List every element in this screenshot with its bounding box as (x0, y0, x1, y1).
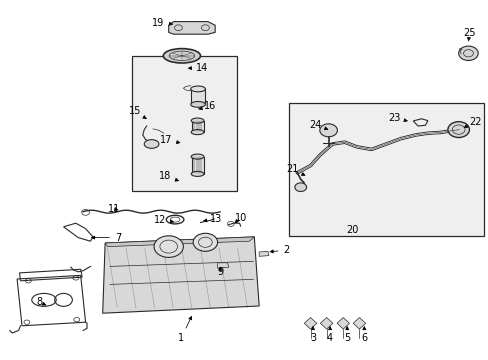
Text: 3: 3 (309, 327, 315, 343)
Circle shape (319, 124, 337, 137)
Text: 25: 25 (462, 28, 475, 41)
Polygon shape (336, 318, 349, 329)
Ellipse shape (190, 86, 205, 92)
Text: 13: 13 (203, 214, 222, 224)
Polygon shape (352, 318, 365, 329)
Text: 24: 24 (309, 120, 327, 130)
Text: 18: 18 (159, 171, 178, 181)
Text: 6: 6 (361, 327, 366, 343)
Circle shape (294, 183, 306, 192)
Ellipse shape (191, 154, 203, 159)
Text: 8: 8 (37, 297, 46, 307)
Ellipse shape (144, 140, 159, 148)
Text: 9: 9 (217, 267, 224, 277)
Text: 14: 14 (188, 63, 207, 73)
Text: 23: 23 (388, 113, 407, 123)
Bar (190, 88, 205, 104)
Bar (191, 121, 203, 132)
Bar (288, 103, 483, 236)
Text: 12: 12 (154, 215, 173, 225)
Text: 2: 2 (269, 245, 289, 255)
Ellipse shape (163, 49, 200, 63)
Text: 15: 15 (128, 106, 146, 119)
Ellipse shape (190, 102, 205, 107)
Text: 19: 19 (151, 18, 172, 28)
Bar (191, 157, 203, 174)
Circle shape (154, 236, 183, 257)
Text: 17: 17 (160, 135, 180, 145)
Polygon shape (105, 237, 254, 247)
Polygon shape (102, 237, 259, 313)
Ellipse shape (191, 130, 203, 135)
Text: 10: 10 (234, 213, 246, 223)
Bar (132, 56, 237, 191)
Circle shape (193, 233, 217, 251)
Polygon shape (259, 251, 268, 256)
Ellipse shape (191, 118, 203, 123)
Polygon shape (304, 318, 316, 329)
Text: 1: 1 (178, 316, 191, 343)
Text: 16: 16 (199, 101, 216, 111)
Text: 5: 5 (344, 327, 349, 343)
Circle shape (447, 122, 468, 138)
Circle shape (458, 46, 477, 60)
Ellipse shape (191, 171, 203, 176)
Text: 4: 4 (326, 327, 332, 343)
Polygon shape (168, 22, 215, 34)
Text: 21: 21 (285, 164, 304, 175)
Polygon shape (320, 318, 332, 329)
Text: 22: 22 (463, 117, 481, 127)
Text: 7: 7 (91, 233, 121, 243)
Text: 11: 11 (107, 204, 120, 214)
Text: 20: 20 (345, 225, 358, 235)
Polygon shape (217, 263, 228, 268)
